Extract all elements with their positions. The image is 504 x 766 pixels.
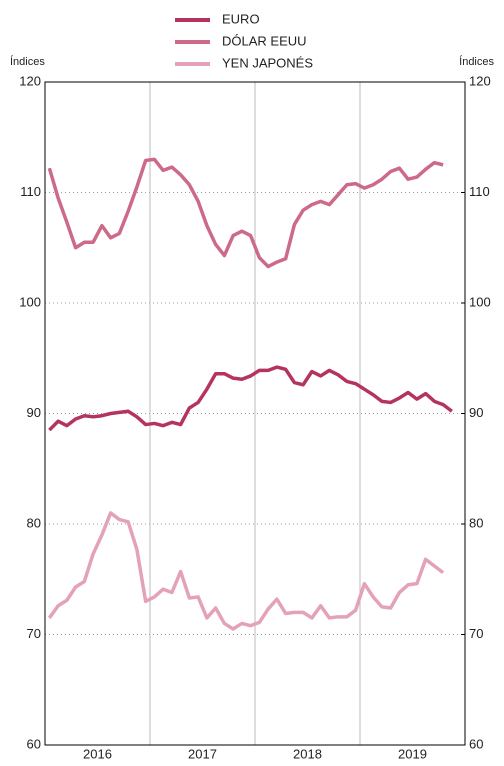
series-line xyxy=(48,365,453,432)
legend-label: YEN JAPONÉS xyxy=(222,55,313,70)
y-axis-label: Índices xyxy=(10,55,45,68)
y-tick-label: 100 xyxy=(19,294,41,309)
x-tick-label: 2016 xyxy=(83,746,112,761)
series-line xyxy=(47,511,445,631)
x-tick-label: 2017 xyxy=(188,746,217,761)
series-line xyxy=(47,157,444,269)
x-tick-label: 2018 xyxy=(293,746,322,761)
y2-tick-label: 100 xyxy=(469,294,491,309)
y-tick-label: 90 xyxy=(27,405,41,420)
y-tick-label: 70 xyxy=(27,626,41,641)
y2-tick-label: 120 xyxy=(469,73,491,88)
y2-tick-label: 70 xyxy=(469,626,483,641)
legend-label: DÓLAR EEUU xyxy=(222,33,307,48)
x-tick-label: 2019 xyxy=(398,746,427,761)
y2-axis-label: Índices xyxy=(459,55,494,68)
y-tick-label: 80 xyxy=(27,515,41,530)
y-tick-label: 60 xyxy=(27,736,41,751)
y2-tick-label: 60 xyxy=(469,736,483,751)
y2-tick-label: 110 xyxy=(469,184,490,199)
y-tick-label: 110 xyxy=(20,184,41,199)
plot-frame xyxy=(44,81,466,746)
y-tick-label: 120 xyxy=(19,73,41,88)
legend-label: EURO xyxy=(222,11,260,26)
y2-tick-label: 80 xyxy=(469,515,483,530)
y2-tick-label: 90 xyxy=(469,405,483,420)
